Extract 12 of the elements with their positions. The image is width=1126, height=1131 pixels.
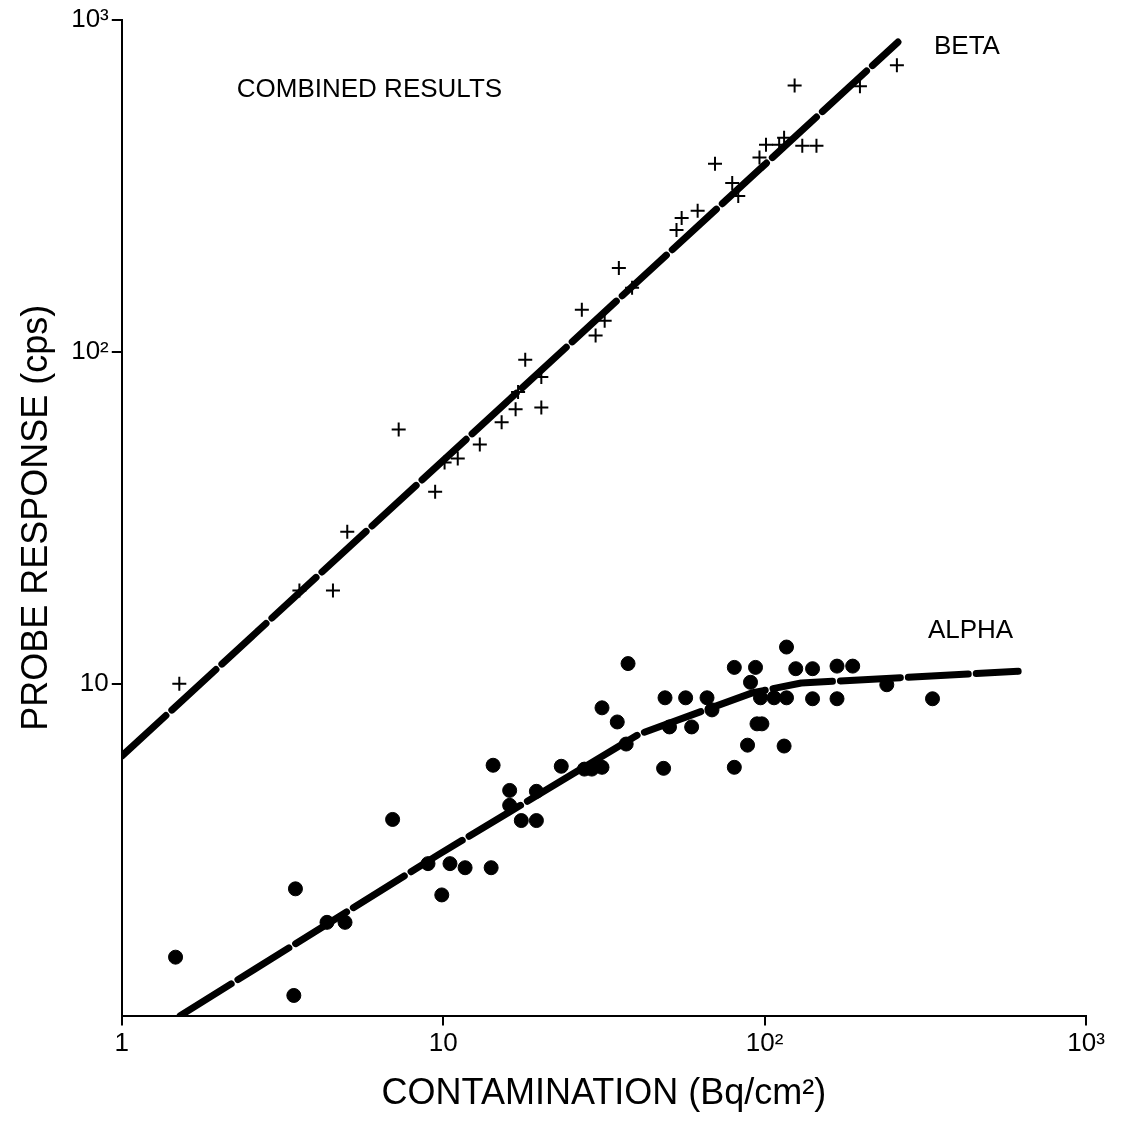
y-tick-label: 10 — [79, 666, 109, 697]
y-axis-title: PROBE RESPONSE (cps) — [13, 304, 55, 731]
series-label: ALPHA — [927, 614, 1014, 645]
x-tick-label: 10 — [428, 1027, 458, 1058]
series-label: BETA — [933, 30, 1001, 61]
annotation: COMBINED RESULTS — [236, 73, 503, 104]
y-tick-label: 10³ — [71, 3, 110, 34]
x-tick-label: 10³ — [1067, 1027, 1106, 1058]
x-tick-label: 1 — [114, 1027, 130, 1058]
y-tick-label: 10² — [71, 335, 110, 366]
x-axis-title: CONTAMINATION (Bq/cm²) — [381, 1071, 827, 1113]
x-tick-label: 10² — [745, 1027, 784, 1058]
